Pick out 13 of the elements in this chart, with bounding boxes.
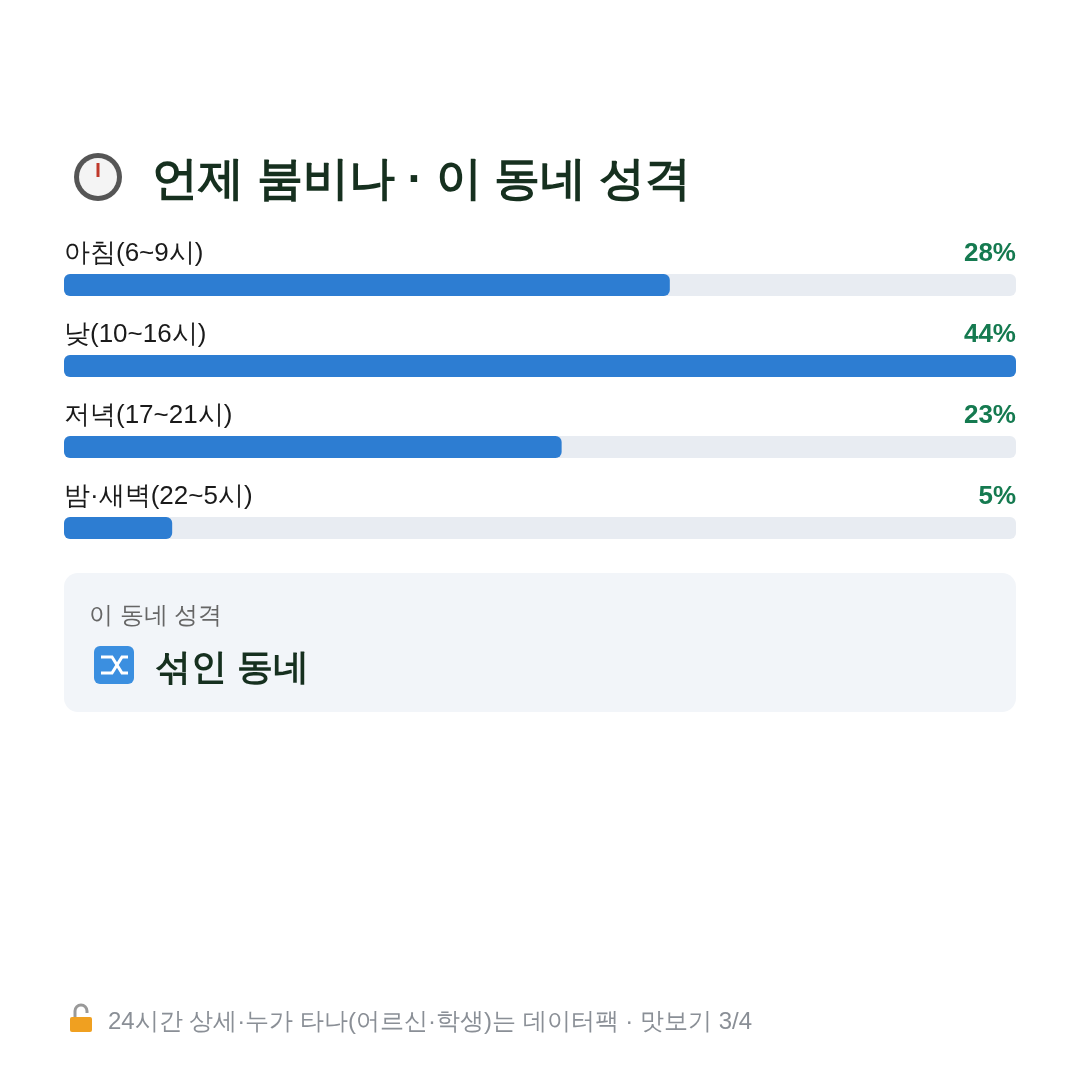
chart-title: 언제 붐비나 · 이 동네 성격 — [152, 152, 692, 204]
bar — [64, 517, 173, 539]
text: 이 동네 성격 — [89, 601, 223, 628]
y-tick-label: 아침(6~9시) — [64, 237, 204, 267]
y-tick-label: 밤·새벽(22~5시) — [64, 480, 253, 510]
y-tick-label: 저녁(17~21시) — [64, 399, 233, 429]
data-label: 5% — [978, 480, 1016, 510]
data-label: 44% — [963, 318, 1016, 348]
text: 섞인 동네 — [155, 646, 310, 687]
y-tick-label: 낮(10~16시) — [64, 318, 207, 348]
data-label: 28% — [963, 237, 1016, 267]
text: 24시간 상세·누가 타나(어르신·학생)는 데이터팩 · 맛보기 3/4 — [108, 1007, 753, 1034]
data-label: 23% — [963, 399, 1016, 429]
